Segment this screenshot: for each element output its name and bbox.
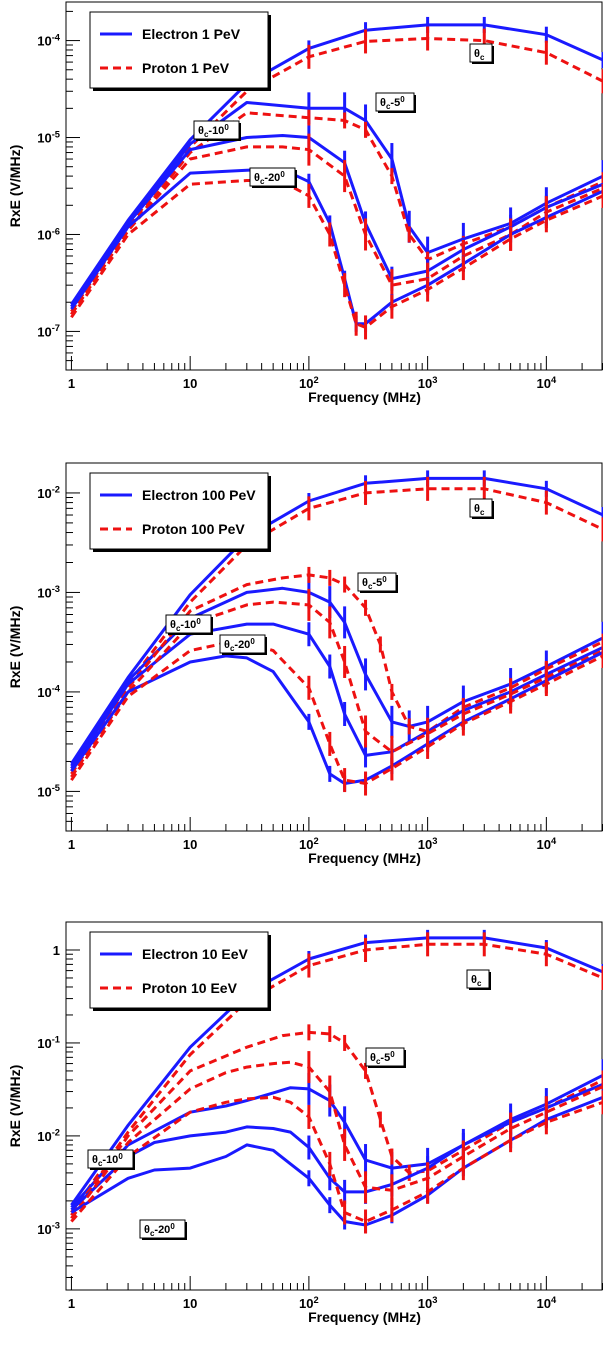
x-tick-label: 103 [418, 375, 438, 391]
series-line [70, 1030, 603, 1217]
x-axis-title: Frequency (MHz) [308, 389, 421, 405]
y-tick-label: 10-7 [37, 323, 60, 339]
svg-text:θc-50: θc-50 [362, 575, 387, 591]
y-tick-label: 1 [53, 943, 60, 958]
x-tick-label: 10 [183, 1296, 197, 1311]
x-tick-label: 102 [299, 836, 319, 852]
legend-label: Proton 100 PeV [142, 521, 245, 537]
x-axis-title: Frequency (MHz) [308, 850, 421, 866]
series-line [70, 942, 603, 1214]
y-tick-label: 10-2 [37, 485, 60, 501]
series-line [70, 476, 603, 765]
svg-text:θc: θc [471, 974, 482, 988]
x-tick-label: 1 [68, 376, 75, 391]
angle-annotation: θc [469, 498, 494, 519]
y-tick-label: 10-1 [37, 1035, 60, 1051]
series-line [70, 1060, 603, 1220]
angle-annotation: θc-200 [249, 167, 297, 188]
y-axis-title: RxE (V/MHz) [7, 606, 23, 688]
x-tick-label: 1 [68, 837, 75, 852]
y-tick-label: 10-6 [37, 226, 60, 242]
chart-panel-2: 1 10 102 103 104 10-5 10-4 10-3 10-2 Frequency (M… [0, 455, 603, 875]
x-tick-label: 103 [418, 1295, 438, 1311]
chart-svg-3: 1 10 102 103 104 10-3 10-2 10-1 1 Frequency (MHz)… [7, 921, 603, 1325]
svg-text:θc: θc [474, 48, 485, 62]
y-axis-title: RxE (V/MHz) [7, 145, 23, 227]
x-tick-label: 1 [68, 1296, 75, 1311]
angle-annotation: θc [466, 969, 491, 990]
x-tick-label: 10 [183, 376, 197, 391]
legend-label: Proton 10 EeV [142, 980, 238, 996]
svg-text:θc-50: θc-50 [380, 95, 405, 111]
svg-text:θc-200: θc-200 [224, 637, 255, 653]
series-line [70, 37, 603, 313]
y-tick-label: 10-5 [37, 129, 60, 145]
legend: Electron 100 PeV Proton 100 PeV [89, 472, 271, 552]
angle-annotation: θc-100 [193, 120, 241, 141]
svg-text:θc-200: θc-200 [144, 1222, 175, 1238]
series-line [70, 1082, 603, 1211]
series-line [70, 586, 603, 767]
svg-text:θc-100: θc-100 [92, 1152, 123, 1168]
y-tick-label: 10-3 [37, 1221, 60, 1237]
chart-svg-2: 1 10 102 103 104 10-5 10-4 10-3 10-2 Frequency (M… [7, 462, 603, 866]
svg-text:θc-50: θc-50 [370, 1050, 395, 1066]
x-tick-label: 103 [418, 836, 438, 852]
y-tick-label: 10-4 [37, 684, 61, 700]
chart-panel-3: 1 10 102 103 104 10-3 10-2 10-1 1 Frequency (MHz)… [0, 915, 603, 1343]
x-tick-label: 104 [537, 375, 557, 391]
x-tick-label: 102 [299, 375, 319, 391]
y-axis-title: RxE (V/MHz) [7, 1065, 23, 1147]
legend: Electron 10 EeV Proton 10 EeV [89, 931, 271, 1011]
svg-text:θc-100: θc-100 [198, 123, 229, 139]
svg-text:θc: θc [474, 503, 485, 517]
legend: Electron 1 PeV Proton 1 PeV [89, 11, 271, 91]
series-line [70, 650, 603, 785]
legend-label: Proton 1 PeV [142, 60, 230, 76]
series-line [70, 936, 603, 1206]
x-tick-label: 102 [299, 1295, 319, 1311]
angle-annotation: θc-100 [165, 614, 213, 635]
chart-panel-1: 1 10 102 103 104 10-7 10-6 10-5 10-4 Frequency (M… [0, 0, 603, 420]
angle-annotation: θc-50 [365, 1047, 406, 1068]
legend-label: Electron 1 PeV [142, 26, 241, 42]
x-axis-title: Frequency (MHz) [308, 1309, 421, 1325]
series-line [70, 573, 603, 775]
angle-annotation: θc-200 [139, 1219, 187, 1240]
angle-annotation: θc [469, 43, 494, 64]
y-tick-label: 10-4 [37, 32, 61, 48]
series-line [70, 641, 603, 785]
angle-annotation: θc-200 [219, 634, 267, 655]
x-tick-label: 104 [537, 836, 557, 852]
series-line [70, 134, 603, 308]
x-tick-label: 104 [537, 1295, 557, 1311]
svg-text:θc-200: θc-200 [254, 170, 285, 186]
series-line [70, 23, 603, 306]
angle-annotation: θc-50 [357, 572, 398, 593]
y-tick-label: 10-2 [37, 1128, 60, 1144]
series-line [70, 111, 603, 316]
legend-label: Electron 10 EeV [142, 946, 248, 962]
angle-annotation: θc-100 [87, 1149, 135, 1170]
x-tick-label: 10 [183, 837, 197, 852]
svg-text:θc-100: θc-100 [170, 617, 201, 633]
legend-label: Electron 100 PeV [142, 487, 256, 503]
chart-svg-1: 1 10 102 103 104 10-7 10-6 10-5 10-4 Frequency (M… [7, 1, 603, 405]
angle-annotation: θc-50 [375, 92, 416, 113]
series-line [70, 145, 603, 316]
y-tick-label: 10-5 [37, 783, 60, 799]
y-tick-label: 10-3 [37, 584, 60, 600]
